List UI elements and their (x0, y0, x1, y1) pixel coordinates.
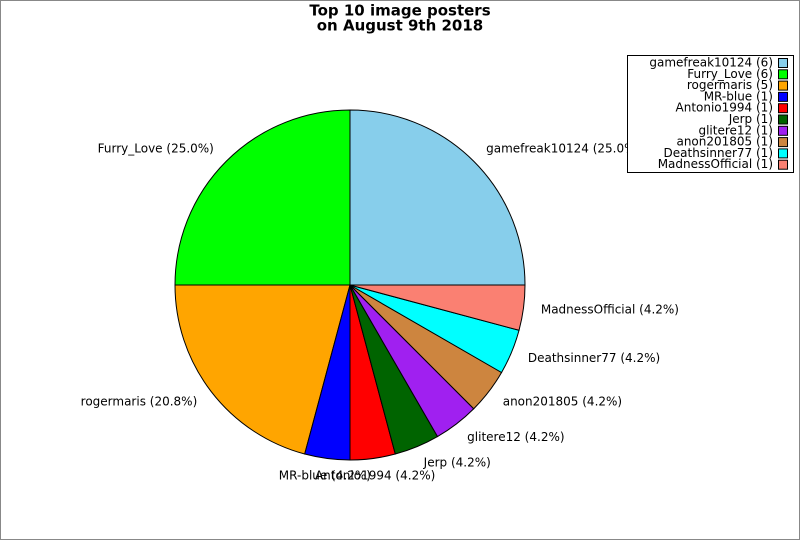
chart-title: on August 9th 2018 (317, 17, 484, 35)
slice-label: anon201805 (4.2%) (503, 395, 622, 409)
pie-slice (174, 284, 351, 455)
legend-swatch (778, 114, 788, 125)
legend-label: rogermaris (5) (687, 78, 773, 92)
legend-swatch (778, 103, 788, 114)
slice-label: MR-blue (4.2%) (279, 468, 371, 482)
legend-swatch (778, 159, 788, 170)
legend-swatch (778, 125, 788, 136)
legend-swatch (778, 58, 788, 68)
chart-title: Top 10 image posters (309, 2, 490, 20)
legend-swatch (778, 80, 788, 91)
pie-slice (349, 284, 526, 331)
legend-swatch (778, 91, 788, 102)
slice-label: glitere12 (4.2%) (467, 430, 564, 444)
legend-label: Jerp (1) (728, 112, 773, 126)
slice-label: Antonio1994 (4.2%) (315, 468, 435, 482)
legend-label: MadnessOfficial (1) (658, 157, 773, 171)
legend-swatch (778, 137, 788, 148)
legend-swatch (778, 69, 788, 80)
slice-label: Furry_Love (25.0%) (98, 141, 214, 155)
legend-box (627, 55, 794, 173)
legend-label: Deathsinner77 (1) (664, 146, 773, 160)
legend-label: glitere12 (1) (698, 123, 773, 137)
legend-label: gamefreak10124 (6) (649, 56, 773, 70)
slice-label: Jerp (4.2%) (423, 455, 491, 469)
legend-swatch (778, 148, 788, 159)
legend-label: MR-blue (1) (704, 89, 773, 103)
legend-label: anon201805 (1) (676, 135, 773, 149)
slice-label: MadnessOfficial (4.2%) (541, 303, 679, 317)
slice-label: gamefreak10124 (25.0%) (486, 141, 640, 155)
legend-label: Antonio1994 (1) (676, 101, 774, 115)
pie-slice (349, 109, 526, 286)
slice-label: Deathsinner77 (4.2%) (528, 351, 660, 365)
slice-label: rogermaris (20.8%) (81, 395, 198, 409)
legend-label: Furry_Love (6) (687, 67, 773, 81)
pie-slice (174, 109, 351, 286)
